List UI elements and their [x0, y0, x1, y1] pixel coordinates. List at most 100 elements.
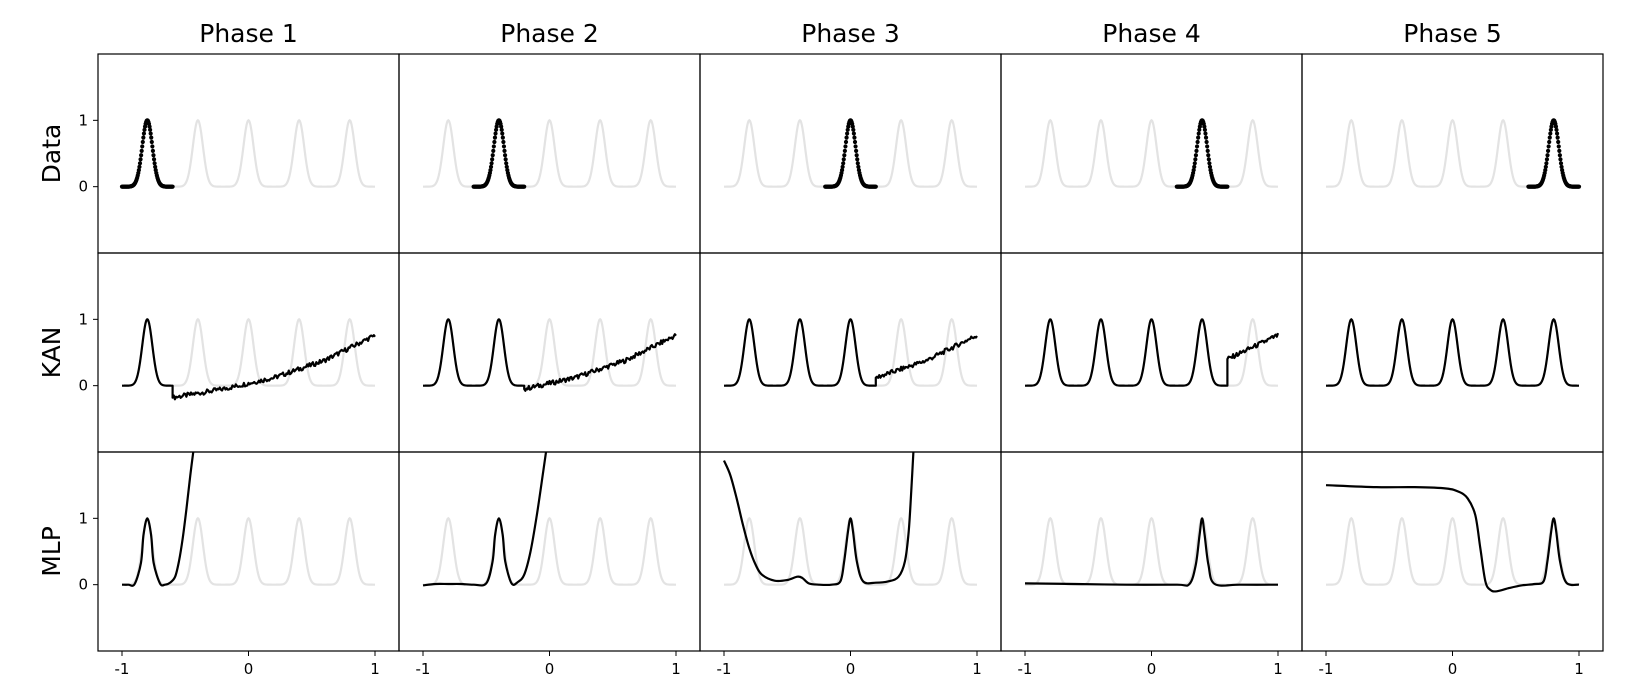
data-point — [1558, 157, 1563, 162]
panel-kan-phase1: 01 — [78, 252, 400, 453]
data-point — [150, 144, 155, 149]
data-points — [119, 118, 175, 189]
column-title-3: Phase 3 — [801, 19, 900, 48]
panel-kan-phase3 — [699, 252, 1002, 453]
data-point — [492, 135, 498, 140]
data-point — [1544, 157, 1550, 162]
panel-frame — [97, 252, 400, 453]
data-point — [1543, 168, 1548, 173]
data-point — [1558, 161, 1564, 166]
data-points — [471, 118, 527, 189]
data-point — [1207, 164, 1213, 169]
data-point — [855, 161, 860, 166]
data-point — [854, 148, 859, 153]
column-titles: Phase 1 Phase 2 Phase 3 Phase 4 Phase 5 — [199, 19, 1502, 48]
panel-frame — [1000, 53, 1303, 254]
data-point — [1554, 127, 1559, 132]
series-line — [1325, 484, 1580, 593]
data-point — [843, 144, 848, 149]
data-point — [504, 164, 509, 169]
panel-frame — [398, 451, 701, 652]
panel-frame — [699, 252, 1002, 453]
x-tick-label: 1 — [671, 660, 681, 678]
data-point — [1194, 148, 1199, 153]
data-point — [522, 184, 527, 189]
data-point — [1193, 157, 1198, 162]
data-point — [852, 135, 857, 140]
data-point — [488, 168, 493, 173]
row-labels: Data KAN MLP — [37, 124, 66, 577]
plot-area — [423, 118, 676, 189]
data-point — [1559, 164, 1564, 169]
panel-frame — [398, 252, 701, 453]
panel-frame — [699, 451, 1002, 652]
data-point — [1203, 131, 1208, 136]
plot-area — [722, 452, 977, 587]
background-curve — [423, 516, 676, 586]
x-tick-label: -1 — [1018, 660, 1033, 678]
panel-frame — [1000, 451, 1303, 652]
data-point — [148, 127, 153, 132]
x-tick-label: 1 — [370, 660, 380, 678]
data-point — [854, 153, 859, 158]
x-tick-label: -1 — [115, 660, 130, 678]
data-point — [1202, 124, 1207, 129]
data-point — [873, 184, 878, 189]
plot-area — [1024, 516, 1279, 587]
series-line — [1024, 318, 1280, 387]
panel-data-phase5 — [1301, 53, 1604, 254]
x-tick-label: 0 — [1448, 660, 1458, 678]
data-point — [1547, 135, 1552, 140]
data-point — [1576, 184, 1582, 189]
data-point — [136, 168, 141, 173]
series-line — [1325, 318, 1580, 387]
background-curve — [724, 118, 977, 188]
data-point — [1553, 124, 1559, 129]
data-point — [845, 131, 850, 136]
data-point — [501, 139, 506, 145]
data-point — [1546, 144, 1551, 149]
data-point — [853, 144, 858, 149]
row-label-mlp: MLP — [37, 526, 66, 577]
data-point — [493, 127, 499, 132]
data-point — [141, 131, 147, 136]
plot-area — [121, 317, 376, 401]
panel-kan-phase5 — [1301, 252, 1604, 453]
x-tick-label: 0 — [545, 660, 555, 678]
panel-mlp-phase3: -1 0 1 — [699, 451, 1002, 678]
data-point — [850, 124, 855, 129]
panel-data-phase1: 01 — [78, 53, 400, 254]
data-points — [1526, 118, 1582, 189]
data-point — [500, 135, 505, 140]
data-point — [845, 127, 850, 132]
row-label-data: Data — [37, 124, 66, 184]
plot-area — [1326, 118, 1582, 189]
panel-mlp-phase4: -1 0 1 — [1000, 451, 1303, 678]
data-point — [1206, 157, 1211, 162]
panel-frame — [1301, 252, 1604, 453]
data-point — [840, 164, 845, 169]
background-curve — [122, 118, 375, 188]
series-line — [722, 452, 915, 587]
background-curve — [1025, 516, 1278, 586]
data-point — [139, 148, 144, 153]
data-point — [1548, 127, 1553, 132]
data-point — [1196, 135, 1201, 140]
plot-area — [119, 118, 375, 189]
data-point — [491, 144, 496, 149]
y-tick-label: 0 — [78, 178, 88, 196]
data-point — [851, 127, 856, 132]
column-title-5: Phase 5 — [1403, 19, 1502, 48]
x-tick-label: 0 — [1147, 660, 1157, 678]
data-point — [499, 124, 504, 129]
data-point — [500, 131, 505, 136]
panel-frame — [1000, 252, 1303, 453]
plot-area — [1024, 317, 1280, 387]
data-point — [138, 157, 143, 162]
data-point — [1204, 139, 1209, 145]
data-point — [499, 127, 504, 132]
background-curve — [122, 516, 375, 586]
panel-data-phase3 — [699, 53, 1002, 254]
data-point — [1194, 144, 1200, 149]
